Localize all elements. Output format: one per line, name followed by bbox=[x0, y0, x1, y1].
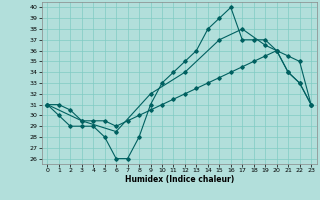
X-axis label: Humidex (Indice chaleur): Humidex (Indice chaleur) bbox=[124, 175, 234, 184]
